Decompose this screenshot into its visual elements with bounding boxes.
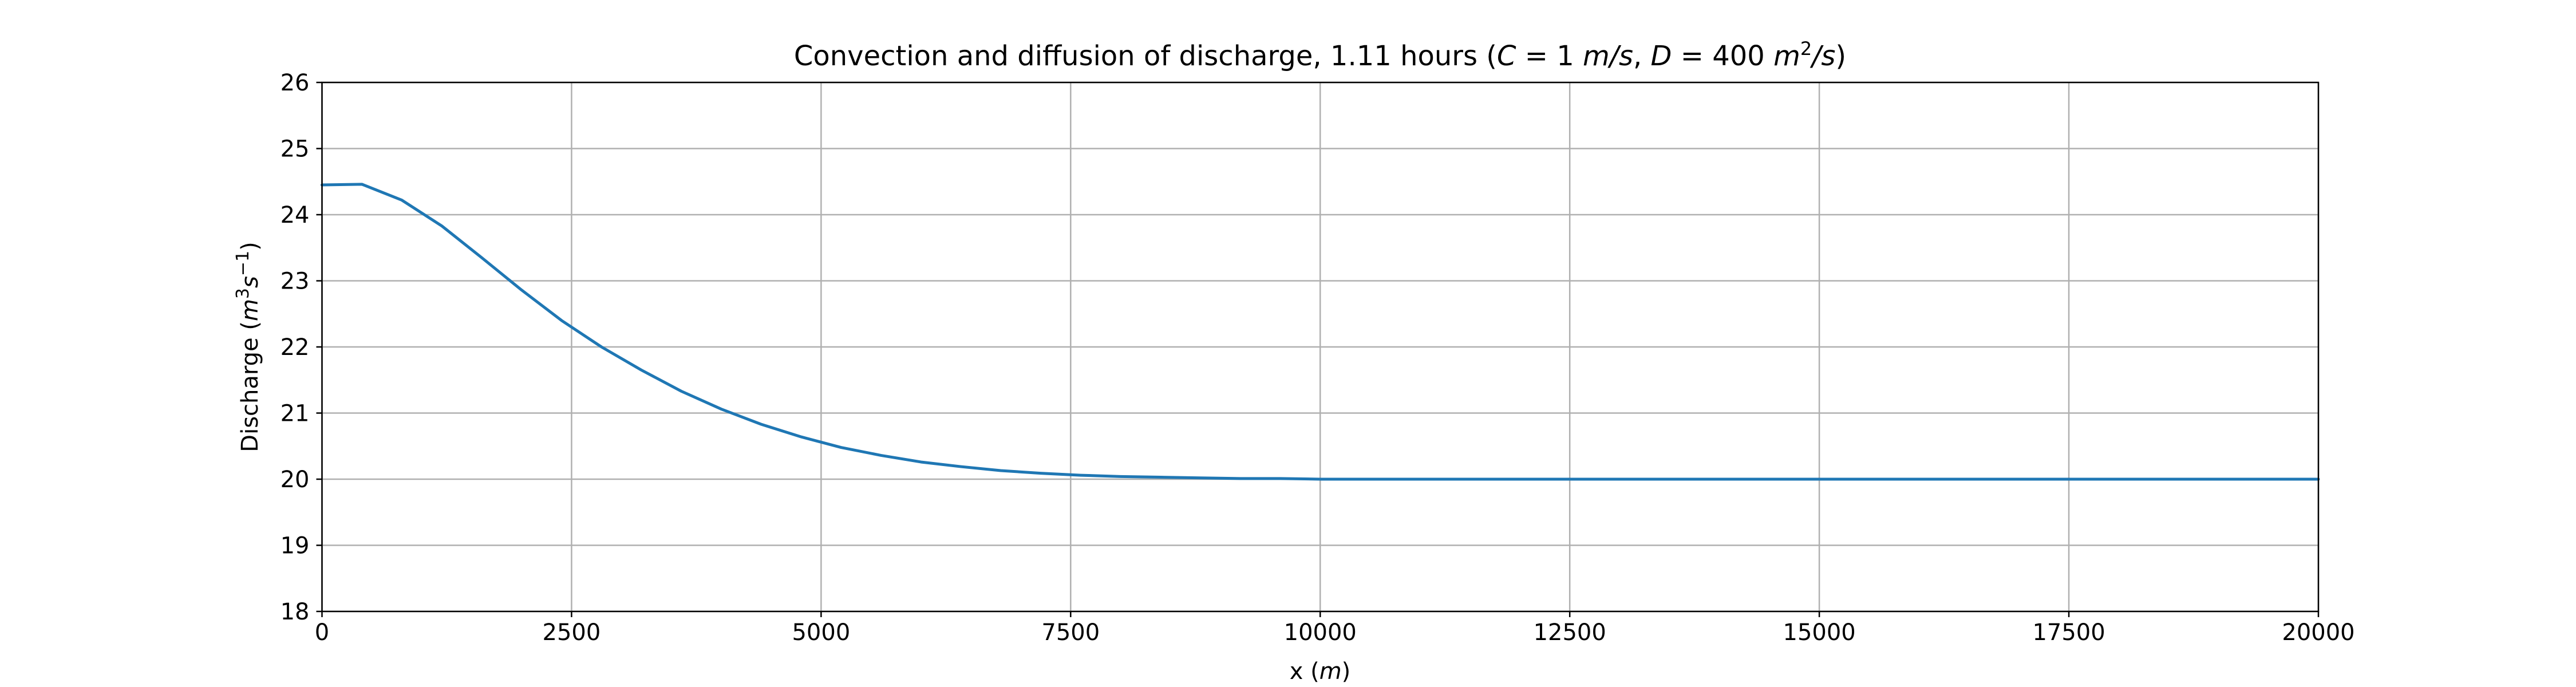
series-layer [321,183,2320,481]
y-tick-label: 19 [280,533,310,559]
y-tick-label: 21 [280,401,310,427]
chart-title: Convection and diffusion of discharge, 1… [794,38,1846,72]
y-tick-label: 22 [280,334,310,361]
x-tick-label: 12500 [1534,619,1606,646]
x-tick-label: 17500 [2032,619,2105,646]
x-tick-label: 7500 [1041,619,1100,646]
y-tick-label: 20 [280,467,310,493]
y-tick-label: 24 [280,202,310,228]
x-tick-label: 10000 [1284,619,1357,646]
y-tick-label: 26 [280,70,310,96]
x-tick-label: 20000 [2282,619,2354,646]
discharge-series-line [321,183,2320,481]
y-tick-label: 25 [280,136,310,163]
y-tick-label: 23 [280,269,310,295]
tick-layer: 0 2500 5000 7500 10000 12500 15000 17500 20000 18… [280,70,2355,646]
x-tick-label: 15000 [1783,619,1856,646]
x-tick-label: 0 [315,619,329,646]
x-tick-label: 5000 [792,619,850,646]
x-tick-label: 2500 [543,619,601,646]
y-axis-label: Discharge (m3s−1) [233,242,263,452]
x-axis-label: x (m) [1290,658,1351,685]
grid-layer [321,81,2320,613]
y-tick-label: 18 [280,599,310,625]
